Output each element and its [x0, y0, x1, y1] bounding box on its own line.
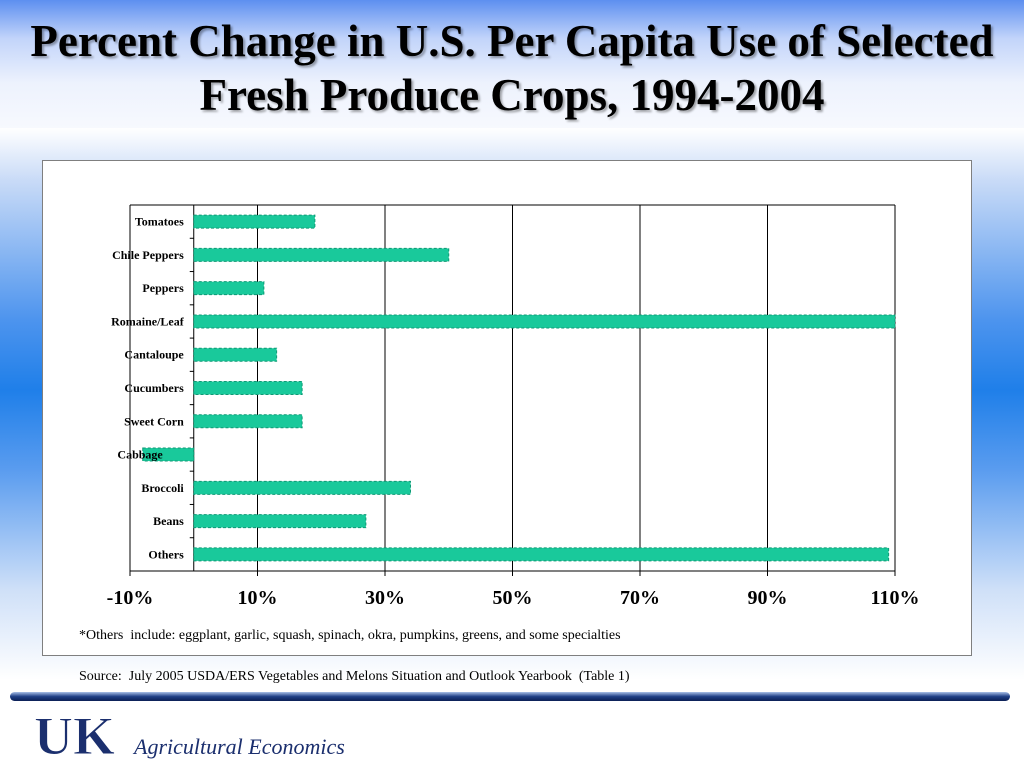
bar [193, 547, 890, 562]
bar [193, 347, 278, 362]
bar [193, 247, 450, 262]
category-label: Others [148, 547, 184, 561]
bar [193, 281, 265, 296]
category-label: Romaine/Leaf [111, 314, 185, 328]
source-note: Source: July 2005 USDA/ERS Vegetables an… [79, 669, 630, 684]
x-tick-label: -10% [107, 587, 154, 609]
x-tick-label: 30% [365, 587, 405, 609]
category-label: Sweet Corn [124, 414, 184, 428]
agricultural-economics-label: Agricultural Economics [134, 734, 345, 759]
uk-logo: UK [34, 708, 116, 762]
bar [193, 214, 316, 229]
slide-title: Percent Change in U.S. Per Capita Use of… [30, 16, 994, 120]
bar-chart: Tomatoes Chile Peppers Peppers Romaine/Leaf… [107, 204, 920, 609]
footer-divider [10, 692, 1010, 701]
logo-lettering: UK [34, 708, 115, 762]
x-tick-label: 50% [493, 587, 533, 609]
bar [193, 480, 411, 495]
bar [142, 447, 195, 462]
x-tick-label: 110% [871, 587, 920, 609]
chart-panel: Tomatoes Chile Peppers Peppers Romaine/Leaf… [42, 160, 972, 656]
x-tick-label: 90% [748, 587, 788, 609]
title-band [0, 0, 1024, 128]
category-label: Chile Peppers [112, 248, 184, 262]
category-label: Cucumbers [124, 381, 184, 395]
category-label: Broccoli [141, 481, 184, 495]
x-tick-label: 70% [620, 587, 660, 609]
category-label: Tomatoes [135, 215, 184, 229]
chart-footnote: *Others include: eggplant, garlic, squas… [79, 628, 621, 643]
bar [193, 414, 303, 429]
category-label: Cabbage [117, 448, 163, 462]
x-tick-label: 10% [238, 587, 278, 609]
bar [193, 381, 303, 395]
category-label: Cantaloupe [124, 348, 184, 362]
bar [193, 514, 367, 529]
category-label: Beans [153, 514, 184, 528]
category-label: Peppers [142, 281, 184, 295]
bar [193, 314, 896, 329]
